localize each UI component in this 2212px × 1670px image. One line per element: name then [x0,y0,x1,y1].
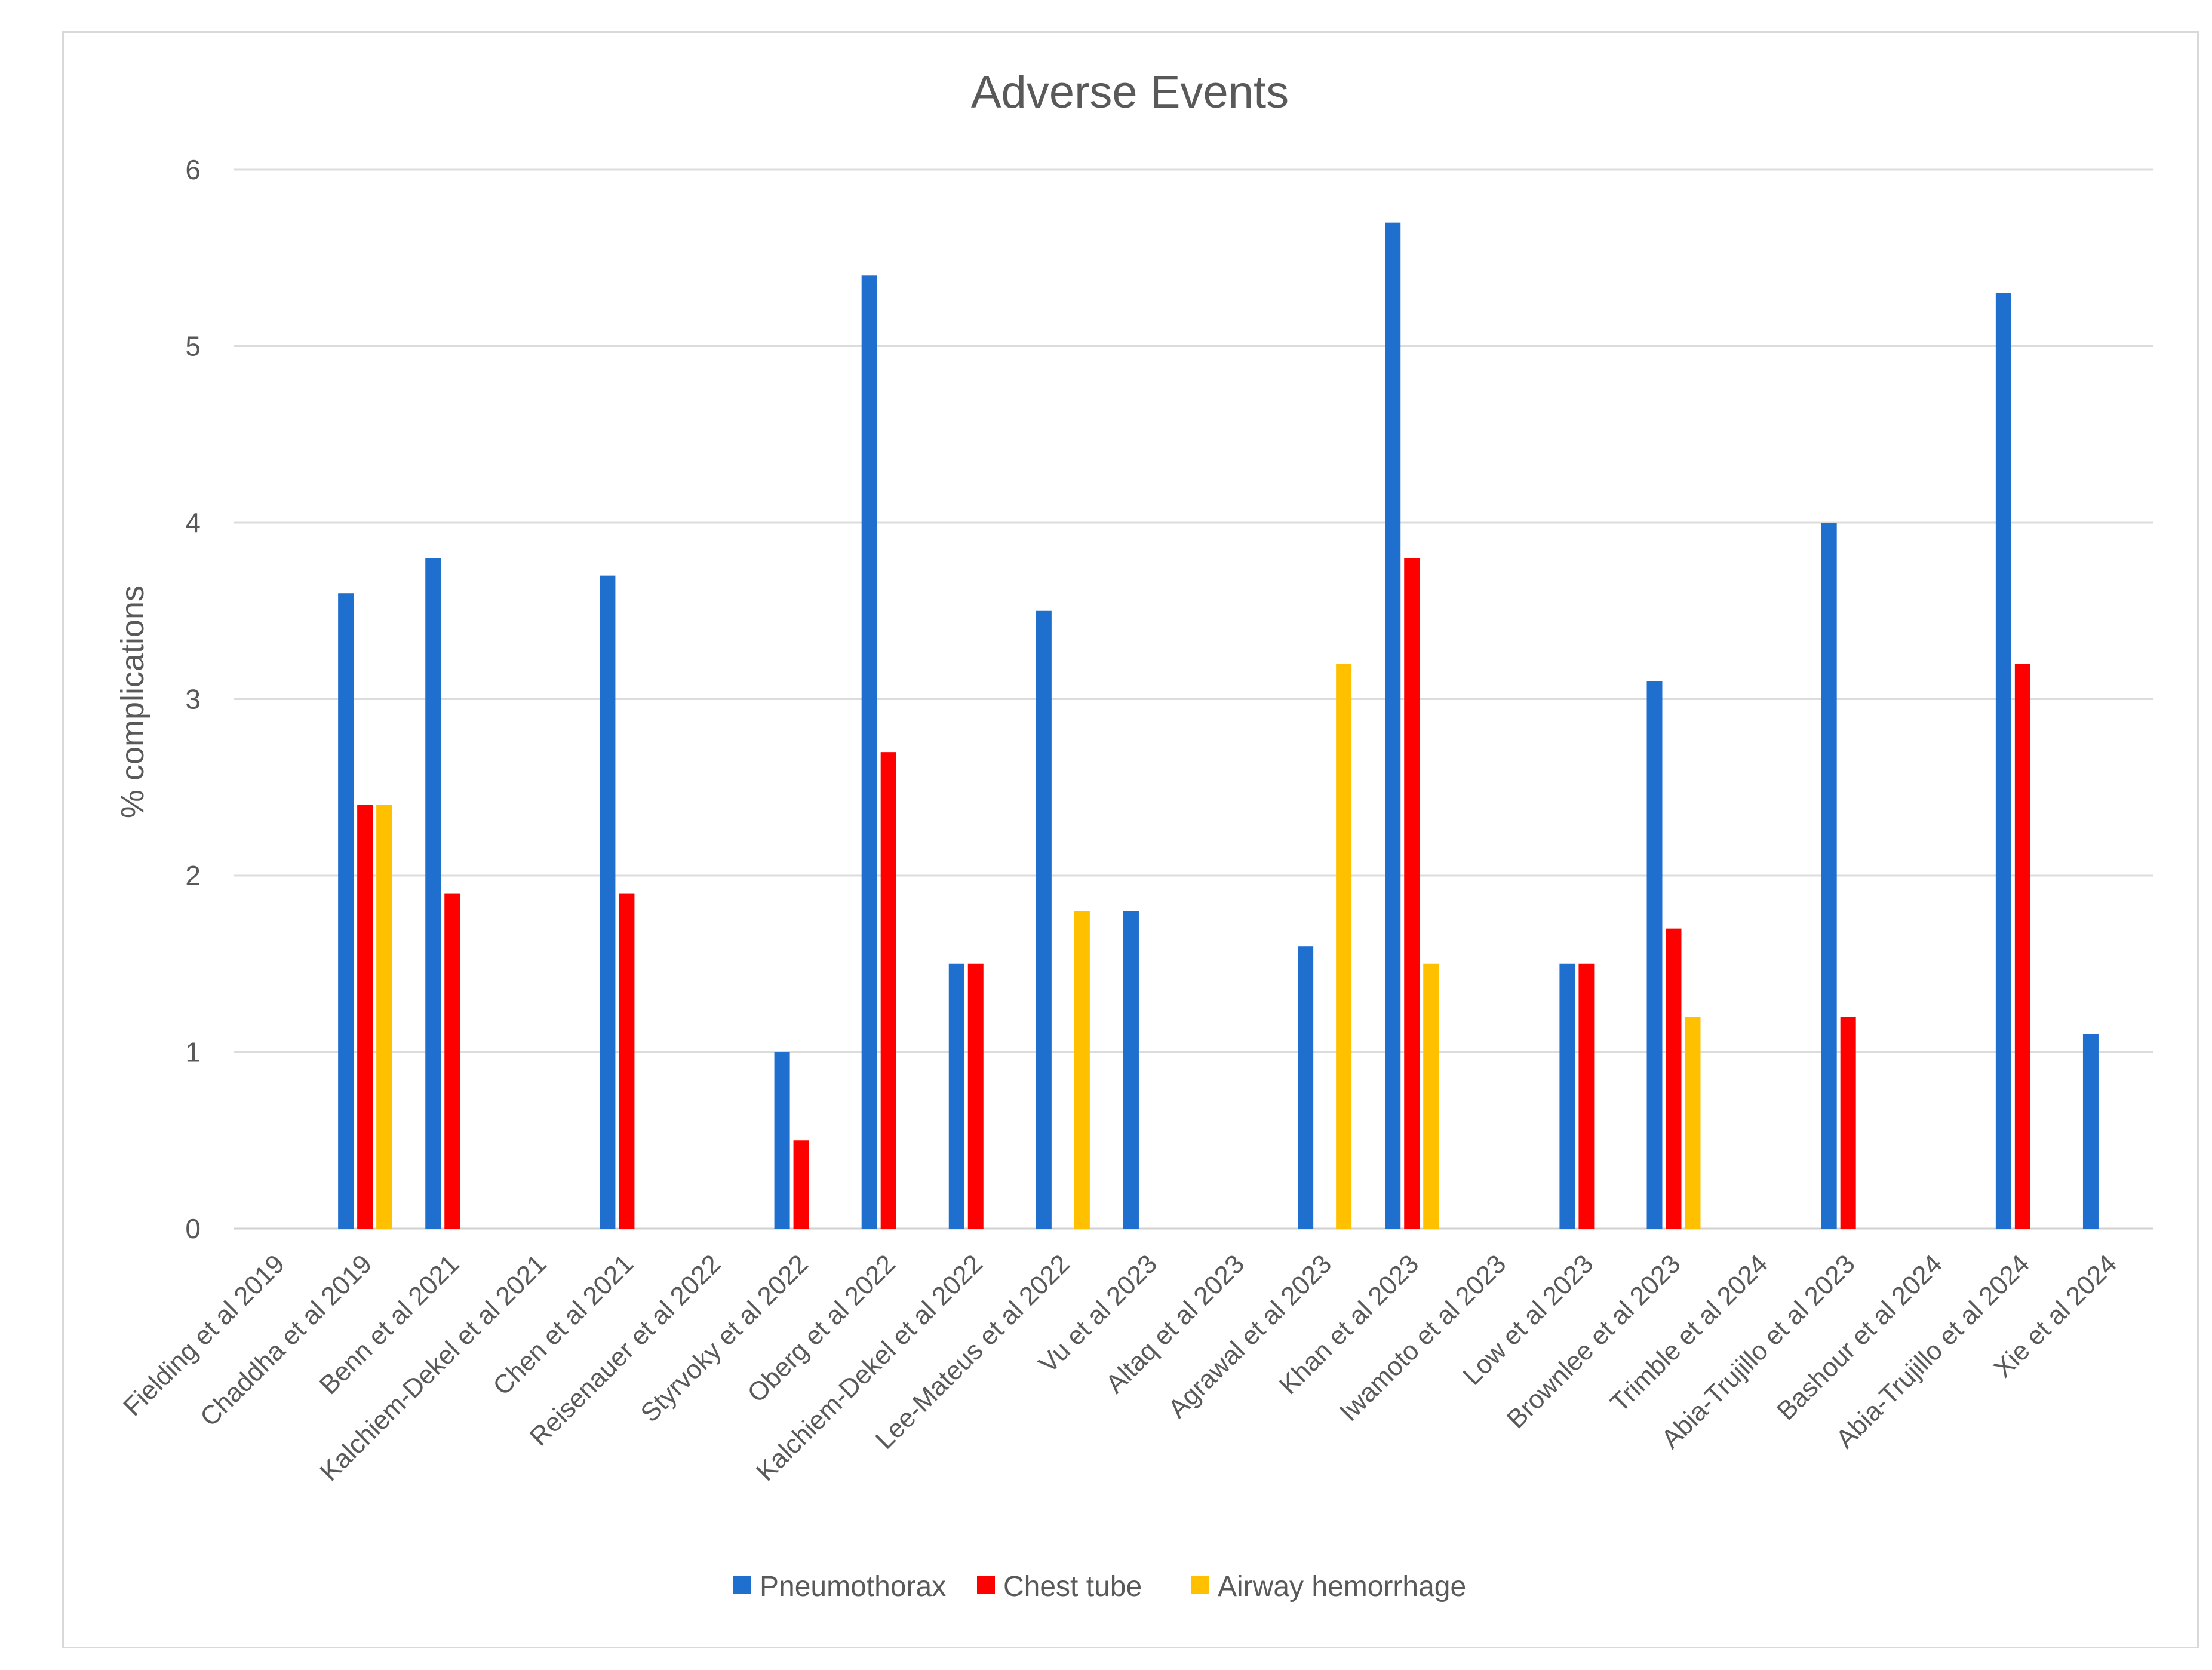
bar-pneumothorax [1821,523,1837,1229]
bar-pneumothorax [1123,911,1139,1229]
bar-pneumothorax [600,575,616,1229]
bar-pneumothorax [774,1052,790,1229]
bar-chest-tube [880,752,896,1229]
bar-pneumothorax [1036,610,1052,1229]
bar-pneumothorax [1646,681,1663,1229]
bar-airway-hemorrhage [1074,911,1090,1229]
bar-chest-tube [967,963,984,1229]
bar-chest-tube [2014,664,2030,1229]
bar-chest-tube [444,893,460,1229]
bar-pneumothorax [1559,963,1575,1229]
bar-chest-tube [793,1140,809,1229]
bar-pneumothorax [1298,946,1314,1229]
legend-label: Airway hemorrhage [1218,1571,1466,1603]
y-axis-ticks: 0 1 2 3 4 5 6 [185,154,201,1244]
bar-chest-tube [1840,1017,1856,1229]
x-category-label: Oberg et al 2022 [742,1249,901,1408]
bar-pneumothorax [1385,222,1401,1229]
bars [338,222,2099,1229]
gridlines [234,168,2153,1230]
bar-chest-tube [1404,558,1420,1229]
x-category-label: Trimble et al 2024 [1605,1249,1774,1418]
x-category-label: Chaddha et al 2019 [195,1249,377,1432]
bar-pneumothorax [948,963,964,1229]
x-category-label: Iwamoto et al 2023 [1334,1249,1512,1427]
bar-airway-hemorrhage [1336,664,1352,1229]
bar-pneumothorax [338,593,354,1229]
legend-swatch [733,1576,751,1594]
bar-chest-tube [357,805,373,1229]
chart-frame [62,31,2199,1648]
bar-pneumothorax [861,275,877,1229]
bar-pneumothorax [1995,293,2011,1229]
y-tick-label: 3 [185,684,201,715]
y-tick-label: 1 [185,1037,201,1068]
bar-airway-hemorrhage [376,805,392,1229]
legend-label: Chest tube [1003,1571,1142,1603]
legend-swatch [977,1576,995,1594]
legend-label: Pneumothorax [760,1571,946,1603]
chart-title: Adverse Events [971,67,1289,118]
bar-airway-hemorrhage [1423,963,1439,1229]
bar-airway-hemorrhage [1685,1017,1701,1229]
y-tick-label: 4 [185,507,201,538]
legend-swatch [1191,1576,1209,1594]
legend: Pneumothorax Chest tube Airway hemorrhage [733,1571,1466,1603]
x-category-label: Bashour et al 2024 [1771,1249,1948,1426]
y-tick-label: 0 [185,1213,201,1244]
bar-chest-tube [1578,963,1595,1229]
x-category-label: Fielding et al 2019 [118,1249,290,1422]
y-tick-label: 5 [185,331,201,362]
x-category-label: Agrawal et al 2023 [1163,1249,1337,1423]
y-tick-label: 6 [185,154,201,185]
bar-pneumothorax [425,558,441,1229]
bar-chest-tube [1666,928,1682,1229]
bar-pneumothorax [2082,1034,2099,1229]
y-tick-label: 2 [185,860,201,891]
bar-chest-tube [619,893,635,1229]
x-category-label: Styrvoky et al 2022 [635,1249,813,1428]
x-category-label: Brownlee et al 2023 [1501,1249,1686,1434]
y-axis-title: % complications [115,585,150,818]
